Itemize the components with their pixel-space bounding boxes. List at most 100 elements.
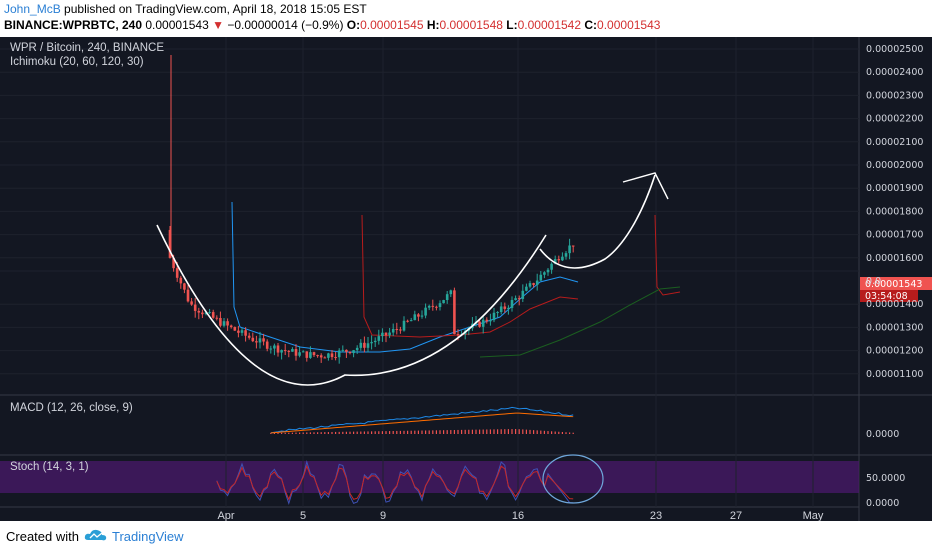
candle-body xyxy=(546,269,550,273)
time-tick-label: 16 xyxy=(512,510,524,521)
candle-body xyxy=(341,349,345,351)
candle-body xyxy=(453,290,456,335)
macd-histogram-bar xyxy=(536,430,538,434)
macd-legend[interactable]: MACD (12, 26, close, 9) xyxy=(10,402,133,414)
price-tick-label: 0.00001700 xyxy=(866,230,923,241)
candle-body xyxy=(388,332,391,336)
candle-body xyxy=(395,328,399,330)
candle-body xyxy=(255,341,258,343)
price-tick-label: 0.00001600 xyxy=(866,253,923,264)
candle-body xyxy=(532,283,535,285)
handle-projection-curve[interactable] xyxy=(539,174,656,269)
candle-body xyxy=(240,330,244,333)
candle-body xyxy=(514,298,517,301)
macd-histogram-bar xyxy=(529,429,531,434)
candle-body xyxy=(215,317,219,319)
candle-body xyxy=(312,352,316,356)
macd-histogram-bar xyxy=(443,430,445,434)
macd-histogram-bar xyxy=(389,431,391,434)
macd-histogram-bar xyxy=(518,429,520,434)
macd-histogram-bar xyxy=(464,429,466,434)
price-tick-label: 0.00001400 xyxy=(866,299,923,310)
signal-line xyxy=(270,412,574,434)
grid-lines xyxy=(0,37,859,507)
projection-arrowhead[interactable] xyxy=(622,172,669,200)
stoch-tick-label: 0.0000 xyxy=(866,498,899,509)
macd-histogram-bar xyxy=(306,432,308,434)
tradingview-brand-link[interactable]: TradingView xyxy=(112,529,184,544)
candle-body xyxy=(251,337,255,342)
author-link[interactable]: John_McB xyxy=(4,2,61,16)
macd-histogram-bar xyxy=(525,429,527,434)
candle-body xyxy=(521,290,525,299)
macd-histogram-bar xyxy=(504,429,506,434)
candle-body xyxy=(327,353,330,358)
price-tick-label: 0.00001300 xyxy=(866,322,923,333)
cup-annotation-curve[interactable] xyxy=(156,224,547,386)
candle-body xyxy=(503,306,507,309)
candle-body xyxy=(319,355,323,358)
macd-histogram-bar xyxy=(500,429,502,434)
macd-histogram-bar xyxy=(439,430,441,434)
candle-body xyxy=(571,245,575,247)
kijun-line xyxy=(361,214,579,338)
price-change: −0.00000014 (−0.9%) xyxy=(227,18,344,32)
macd-histogram-bar xyxy=(356,431,358,434)
macd-histogram-bar xyxy=(522,429,524,434)
candle-body xyxy=(309,352,312,358)
macd-histogram-bar xyxy=(299,432,301,434)
macd-histogram-bar xyxy=(281,432,283,434)
candle-body xyxy=(438,303,442,308)
price-tick-label: 0.00001800 xyxy=(866,206,923,217)
macd-histogram-bar xyxy=(569,432,571,434)
candle-body xyxy=(273,345,276,349)
candle-body xyxy=(496,312,499,314)
candle-body xyxy=(298,352,301,356)
close-value: 0.00001543 xyxy=(597,18,661,32)
chart-canvas[interactable]: 0.00001543 03:54:08 0.00002500 0.00002400… xyxy=(0,37,932,521)
ichimoku-legend[interactable]: Ichimoku (20, 60, 120, 30) xyxy=(10,56,144,68)
created-with-text: Created with xyxy=(6,529,79,544)
candle-body xyxy=(485,319,489,322)
macd-group xyxy=(270,406,574,434)
macd-histogram-bar xyxy=(407,430,409,434)
macd-histogram-bar xyxy=(284,432,286,434)
candle-body xyxy=(489,320,492,322)
macd-histogram-bar xyxy=(543,430,545,434)
stoch-legend[interactable]: Stoch (14, 3, 1) xyxy=(10,461,89,473)
candle-body xyxy=(557,259,561,261)
candle-body xyxy=(183,283,186,290)
candle-body xyxy=(517,298,521,300)
time-tick-label: 5 xyxy=(300,510,306,521)
candle-body xyxy=(370,342,373,344)
candle-body xyxy=(507,307,510,309)
candle-body xyxy=(208,312,211,314)
chart-header: John_McB published on TradingView.com, A… xyxy=(0,0,932,36)
price-tick-label: 0.00002000 xyxy=(866,160,923,171)
candle-body xyxy=(478,321,481,327)
time-tick-label: 27 xyxy=(730,510,742,521)
candle-body xyxy=(417,314,420,317)
macd-histogram-bar xyxy=(302,432,304,434)
candle-body xyxy=(402,320,406,331)
macd-histogram-bar xyxy=(507,429,509,434)
macd-histogram-bar xyxy=(554,431,556,434)
candle-body xyxy=(561,256,564,261)
candle-body xyxy=(363,342,366,348)
chart-area[interactable]: 0.00001543 03:54:08 0.00002500 0.00002400… xyxy=(0,37,932,521)
candle-body xyxy=(226,321,229,326)
stoch-circle-annotation[interactable] xyxy=(542,454,604,504)
chart-title-legend[interactable]: WPR / Bitcoin, 240, BINANCE xyxy=(10,42,165,54)
candle-body xyxy=(262,338,265,342)
candle-body xyxy=(348,351,352,354)
candles-group xyxy=(168,55,575,364)
candle-body xyxy=(373,340,377,343)
candle-body xyxy=(352,350,355,354)
open-value: 0.00001545 xyxy=(360,18,424,32)
candle-body xyxy=(237,330,240,333)
candle-body xyxy=(168,229,172,258)
candle-body xyxy=(499,306,503,313)
macd-histogram-bar xyxy=(317,432,319,434)
candle-body xyxy=(269,348,273,350)
price-tick-label: 0.00002400 xyxy=(866,67,923,78)
